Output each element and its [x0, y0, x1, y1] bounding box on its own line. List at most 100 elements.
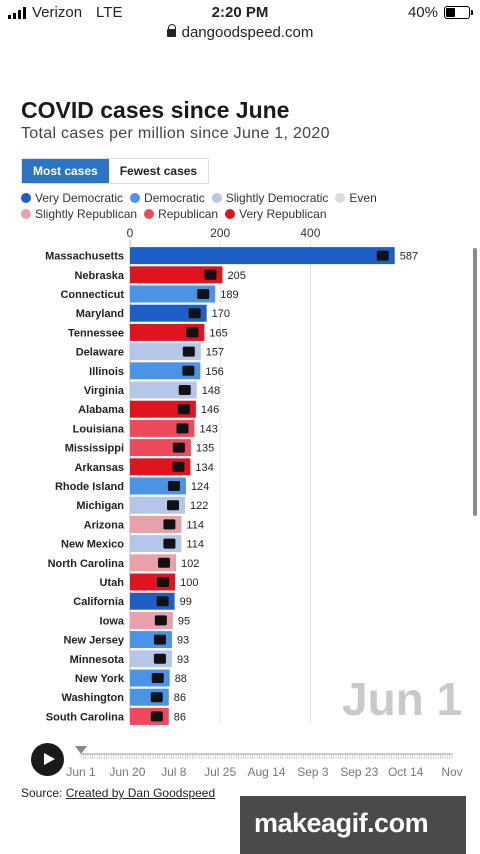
value-label: 102 [181, 558, 199, 570]
timeline-handle-icon[interactable] [75, 746, 87, 754]
watermark: makeagif.com [240, 796, 466, 854]
state-shape-icon [157, 577, 170, 587]
signal-icon [8, 6, 26, 19]
legend-swatch [144, 209, 155, 219]
state-shape-icon [197, 289, 210, 299]
category-label: Iowa [100, 615, 125, 627]
value-label: 157 [206, 347, 224, 359]
timeline-label: Jul 25 [204, 765, 236, 779]
timeline-label: Jul 8 [161, 765, 187, 779]
value-label: 86 [174, 711, 186, 723]
lock-icon [166, 24, 177, 37]
state-shape-icon [182, 346, 195, 357]
legend-label: Republican [158, 207, 219, 221]
state-shape-icon [158, 557, 171, 568]
x-tick-label: 400 [300, 226, 320, 240]
battery-percent: 40% [407, 4, 438, 21]
category-label: Maryland [76, 308, 124, 320]
source-link[interactable]: Created by Dan Goodspeed [65, 786, 216, 800]
value-label: 587 [400, 251, 418, 263]
timeline-label: Aug 14 [247, 765, 285, 779]
battery-icon [444, 6, 473, 19]
state-shape-icon [150, 692, 163, 703]
category-label: New Mexico [61, 539, 124, 551]
category-label: Louisiana [73, 423, 125, 435]
legend-item: Democratic [130, 190, 205, 206]
legend-item: Even [335, 190, 377, 206]
state-shape-icon [167, 481, 180, 491]
legend-swatch [21, 209, 31, 219]
legend-swatch [211, 193, 222, 203]
timeline-label: Oct 14 [388, 765, 424, 779]
legend-label: Slightly Democratic [225, 191, 329, 205]
watermark-text: makeagif.com [254, 808, 429, 838]
timeline-label: Jun 20 [109, 765, 145, 779]
category-label: North Carolina [48, 558, 125, 570]
x-tick-label: 200 [210, 226, 230, 240]
category-label: Minnesota [70, 654, 125, 666]
state-shape-icon [163, 538, 176, 549]
value-label: 143 [199, 423, 217, 435]
network-label: LTE [96, 4, 123, 21]
value-label: 122 [190, 500, 208, 512]
category-label: Alabama [78, 404, 125, 416]
legend-item: Slightly Democratic [211, 190, 329, 206]
bar-chart: 0 200 400 Massachusetts 587 Nebraska 205 Connec… [45, 226, 418, 725]
category-label: Rhode Island [55, 481, 124, 493]
category-label: Tennessee [68, 327, 124, 339]
state-shape-icon [154, 615, 167, 626]
tab-most-cases[interactable]: Most cases [22, 159, 109, 183]
state-shape-icon [182, 365, 195, 376]
status-bar: Verizon LTE 2:20 PM 40% [0, 0, 480, 26]
category-label: California [73, 596, 125, 608]
category-label: Nebraska [74, 270, 124, 282]
legend-label: Even [349, 191, 377, 205]
category-label: Mississippi [65, 443, 124, 455]
battery-fill [446, 8, 455, 17]
state-shape-icon [151, 673, 164, 683]
legend: Very Democratic Democratic Slightly Democr… [21, 190, 421, 222]
scrollbar[interactable] [473, 248, 477, 516]
legend-item: Very Democratic [21, 190, 123, 206]
value-label: 99 [180, 596, 192, 608]
category-label: New York [75, 673, 125, 685]
bar [130, 323, 205, 341]
category-label: Illinois [89, 366, 124, 378]
state-shape-icon [150, 711, 163, 722]
value-label: 86 [174, 692, 186, 704]
state-shape-icon [153, 634, 166, 645]
state-shape-icon [204, 269, 217, 280]
state-shape-icon [172, 461, 185, 472]
play-button[interactable] [31, 743, 64, 776]
state-shape-icon [178, 385, 191, 395]
source-prefix: Source: [21, 786, 66, 800]
status-right: 40% [407, 4, 473, 21]
category-label: Michigan [76, 500, 124, 512]
category-label: New Jersey [63, 635, 124, 647]
legend-swatch [130, 193, 141, 203]
value-label: 93 [177, 654, 189, 666]
state-shape-icon [156, 596, 169, 607]
value-label: 95 [178, 615, 190, 627]
bar [130, 669, 170, 687]
timeline-label: Jun 1 [66, 765, 96, 779]
address-bar[interactable]: dangoodspeed.com [0, 24, 480, 50]
value-label: 93 [177, 635, 189, 647]
state-shape-icon [153, 653, 166, 664]
legend-item: Slightly Republican [21, 206, 137, 222]
state-shape-icon [176, 423, 189, 434]
timeline-label: Sep 3 [297, 765, 329, 779]
current-date-label: Jun 1 [342, 673, 463, 725]
state-shape-icon [186, 327, 199, 338]
timeline-slider[interactable]: Jun 1 Jun 20 Jul 8 Jul 25 Aug 14 Sep 3 Sep 23 O… [0, 740, 480, 784]
value-label: 124 [191, 481, 209, 493]
bar [130, 266, 223, 284]
category-label: Arizona [84, 519, 125, 531]
legend-swatch [21, 193, 31, 203]
legend-item: Very Republican [225, 206, 327, 222]
value-label: 88 [175, 673, 187, 685]
tab-fewest-cases[interactable]: Fewest cases [108, 159, 209, 183]
legend-item: Republican [144, 206, 218, 222]
value-label: 100 [180, 577, 198, 589]
x-tick-label: 0 [127, 226, 134, 240]
